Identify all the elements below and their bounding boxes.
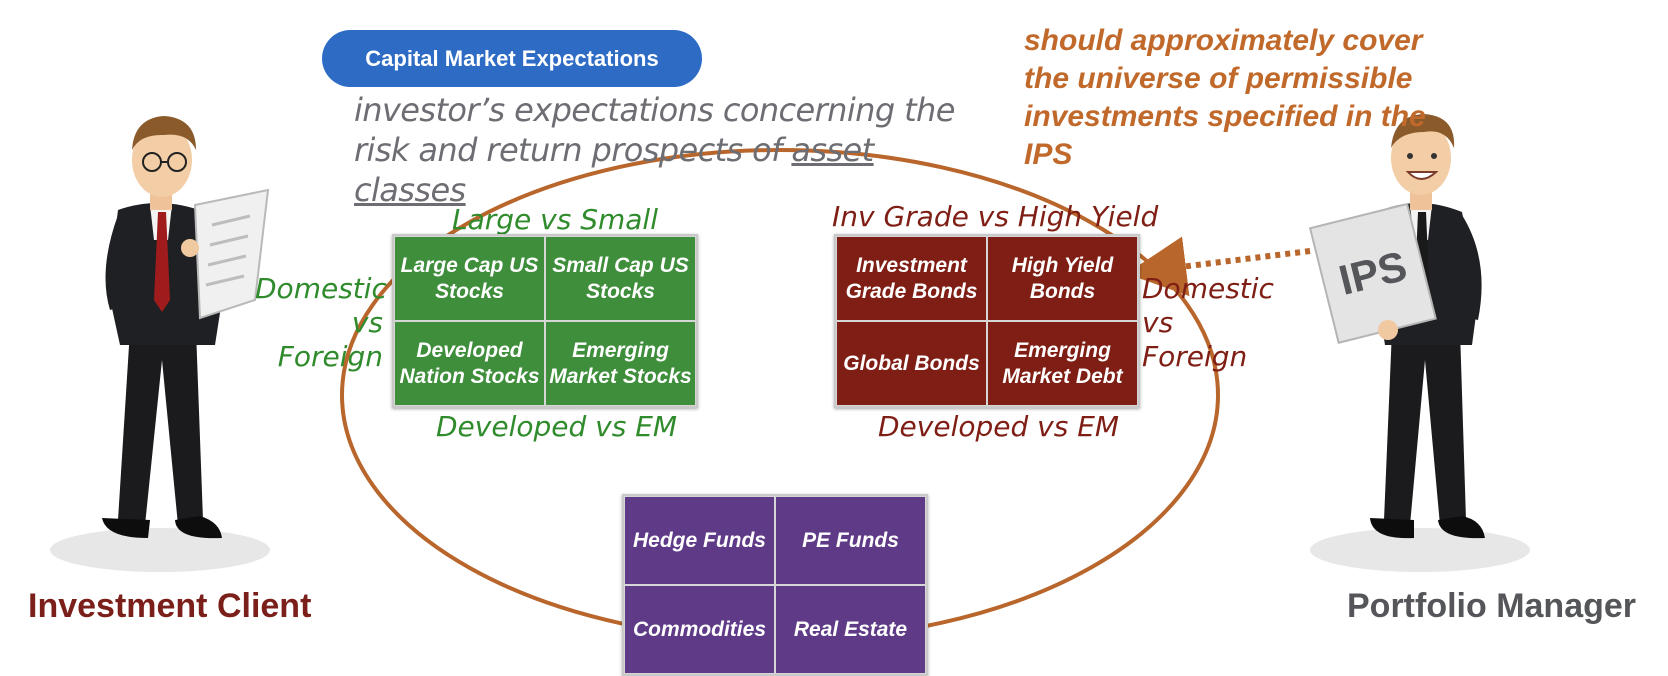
portfolio-manager-figure: IPS: [1308, 114, 1530, 572]
equities-side-line: Domestic: [255, 272, 387, 305]
bonds-top-label: Inv Grade vs High Yield: [832, 200, 1159, 233]
asset-class-cell: Developed Nation Stocks: [394, 321, 545, 406]
definition-before: investor’s expectations concerning the r…: [354, 91, 955, 169]
equities-side-label: Domestic vs Foreign: [255, 272, 387, 374]
badge-title: Capital Market Expectations: [365, 45, 659, 71]
asset-class-cell: High Yield Bonds: [987, 236, 1138, 321]
equities-side-line: Foreign: [277, 340, 383, 373]
bonds-side-line: Domestic: [1142, 272, 1274, 305]
capital-market-expectations-badge: Capital Market Expectations: [322, 30, 702, 87]
alternatives-grid: Hedge Funds PE Funds Commodities Real Es…: [622, 494, 928, 676]
asset-class-cell: Global Bonds: [836, 321, 987, 406]
equities-top-label: Large vs Small: [452, 203, 658, 236]
asset-class-cell: Small Cap US Stocks: [545, 236, 696, 321]
portfolio-manager-label: Portfolio Manager: [1347, 587, 1637, 625]
investment-client-label: Investment Client: [28, 587, 312, 625]
bonds-side-line: vs: [1142, 306, 1174, 339]
universe-note: should approximately cover the universe …: [1024, 24, 1426, 171]
equities-bottom-label: Developed vs EM: [436, 410, 678, 443]
bonds-grid: Investment Grade Bonds High Yield Bonds …: [834, 234, 1140, 408]
asset-class-cell: Large Cap US Stocks: [394, 236, 545, 321]
equities-side-line: vs: [351, 306, 383, 339]
equities-grid: Large Cap US Stocks Small Cap US Stocks …: [392, 234, 698, 408]
investment-client-figure: [50, 116, 270, 572]
asset-class-cell: Hedge Funds: [624, 496, 775, 585]
definition-underlined: asset classes: [354, 131, 874, 209]
definition-text: investor’s expectations concerning the r…: [354, 90, 994, 210]
bonds-bottom-label: Developed vs EM: [878, 410, 1120, 443]
asset-class-cell: Investment Grade Bonds: [836, 236, 987, 321]
asset-class-cell: Commodities: [624, 585, 775, 674]
asset-class-cell: PE Funds: [775, 496, 926, 585]
bonds-side-label: Domestic vs Foreign: [1142, 272, 1274, 374]
asset-class-cell: Real Estate: [775, 585, 926, 674]
asset-class-cell: Emerging Market Stocks: [545, 321, 696, 406]
asset-class-cell: Emerging Market Debt: [987, 321, 1138, 406]
ips-arrow: [1126, 236, 1311, 297]
bonds-side-line: Foreign: [1142, 340, 1248, 373]
